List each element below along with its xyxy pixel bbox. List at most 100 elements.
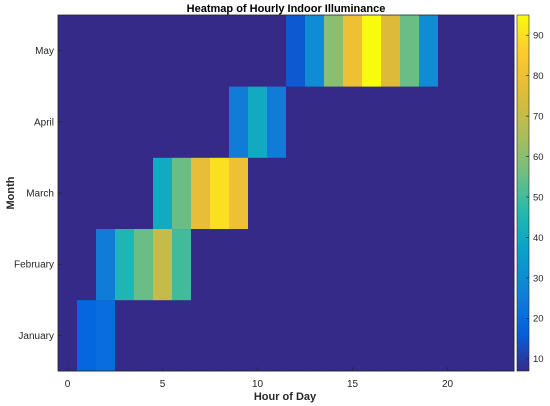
heatmap-cell bbox=[286, 15, 306, 87]
heatmap-cell bbox=[115, 86, 135, 158]
heatmap-cell bbox=[267, 15, 287, 87]
heatmap-cell bbox=[96, 299, 116, 372]
heatmap-cell bbox=[210, 86, 230, 158]
heatmap-cell bbox=[400, 299, 420, 372]
heatmap-cell bbox=[96, 228, 116, 301]
chart-title: Heatmap of Hourly Indoor Illuminance bbox=[187, 3, 386, 15]
colorbar-tick-label: 70 bbox=[533, 111, 544, 122]
heatmap-cell bbox=[58, 15, 78, 87]
heatmap-cell bbox=[210, 299, 230, 372]
heatmap-cell bbox=[495, 157, 515, 229]
heatmap-cell bbox=[419, 15, 439, 87]
heatmap-cell bbox=[172, 157, 192, 229]
heatmap-cell bbox=[362, 228, 382, 301]
heatmap-cell bbox=[457, 228, 477, 301]
heatmap-cell bbox=[153, 228, 173, 301]
heatmap-cell bbox=[248, 157, 268, 229]
heatmap-cell bbox=[476, 86, 496, 158]
heatmap-cell bbox=[191, 299, 211, 372]
heatmap-cell bbox=[305, 86, 325, 158]
heatmap-cell bbox=[343, 15, 363, 87]
colorbar-tick-label: 40 bbox=[533, 233, 544, 244]
heatmap-cell bbox=[343, 86, 363, 158]
heatmap-cell bbox=[362, 299, 382, 372]
heatmap-cell bbox=[172, 15, 192, 87]
heatmap-cell bbox=[438, 228, 458, 301]
heatmap-cell bbox=[77, 15, 97, 87]
heatmap-cell bbox=[58, 228, 78, 301]
heatmap-cell bbox=[153, 86, 173, 158]
heatmap-cells bbox=[58, 15, 515, 372]
heatmap-cell bbox=[134, 228, 154, 301]
heatmap-cell bbox=[362, 86, 382, 158]
heatmap-cell bbox=[191, 86, 211, 158]
heatmap-cell bbox=[438, 15, 458, 87]
heatmap-cell bbox=[400, 15, 420, 87]
heatmap-cell bbox=[419, 157, 439, 229]
x-tick-label: 5 bbox=[160, 379, 166, 390]
y-tick-label: February bbox=[14, 260, 54, 271]
heatmap-cell bbox=[362, 15, 382, 87]
heatmap-cell bbox=[457, 299, 477, 372]
heatmap-cell bbox=[134, 299, 154, 372]
heatmap-cell bbox=[229, 299, 249, 372]
heatmap-cell bbox=[267, 86, 287, 158]
heatmap-cell bbox=[96, 86, 116, 158]
heatmap-cell bbox=[153, 299, 173, 372]
heatmap-cell bbox=[58, 86, 78, 158]
y-axis-title: Month bbox=[5, 176, 17, 209]
heatmap-cell bbox=[172, 86, 192, 158]
heatmap-cell bbox=[115, 299, 135, 372]
colorbar-tick-label: 90 bbox=[533, 31, 544, 42]
heatmap-cell bbox=[438, 86, 458, 158]
heatmap-cell bbox=[495, 299, 515, 372]
heatmap-cell bbox=[438, 299, 458, 372]
heatmap-cell bbox=[96, 157, 116, 229]
heatmap-cell bbox=[115, 228, 135, 301]
y-tick-label: January bbox=[18, 331, 54, 342]
heatmap-cell bbox=[134, 86, 154, 158]
colorbar-tick-label: 20 bbox=[533, 314, 544, 325]
y-tick-label: May bbox=[35, 46, 54, 57]
heatmap-cell bbox=[419, 299, 439, 372]
heatmap-cell bbox=[286, 228, 306, 301]
heatmap-cell bbox=[210, 157, 230, 229]
heatmap-cell bbox=[96, 15, 116, 87]
heatmap-cell bbox=[172, 228, 192, 301]
colorbar-tick-label: 30 bbox=[533, 273, 544, 284]
heatmap-cell bbox=[305, 228, 325, 301]
heatmap-cell bbox=[248, 299, 268, 372]
colorbar bbox=[516, 14, 530, 372]
heatmap-cell bbox=[229, 86, 249, 158]
heatmap-cell bbox=[324, 299, 344, 372]
heatmap-cell bbox=[134, 15, 154, 87]
heatmap-cell bbox=[267, 299, 287, 372]
heatmap-cell bbox=[305, 15, 325, 87]
heatmap-cell bbox=[476, 228, 496, 301]
heatmap-cell bbox=[267, 157, 287, 229]
heatmap-cell bbox=[77, 228, 97, 301]
heatmap-cell bbox=[457, 15, 477, 87]
heatmap-cell bbox=[77, 86, 97, 158]
y-axis: January February March April May bbox=[14, 46, 62, 342]
heatmap-cell bbox=[115, 15, 135, 87]
heatmap-cell bbox=[210, 228, 230, 301]
heatmap-cell bbox=[229, 157, 249, 229]
colorbar-ticks: 10 20 30 40 50 60 70 80 90 bbox=[526, 31, 544, 365]
heatmap-cell bbox=[419, 86, 439, 158]
heatmap-cell bbox=[343, 157, 363, 229]
x-axis: 0 5 10 15 20 bbox=[65, 367, 453, 390]
heatmap-cell bbox=[58, 299, 78, 372]
heatmap-cell bbox=[324, 228, 344, 301]
heatmap-cell bbox=[172, 299, 192, 372]
heatmap-cell bbox=[381, 228, 401, 301]
heatmap-cell bbox=[438, 157, 458, 229]
heatmap-cell bbox=[191, 157, 211, 229]
heatmap-cell bbox=[134, 157, 154, 229]
heatmap-cell bbox=[381, 157, 401, 229]
heatmap-cell bbox=[229, 228, 249, 301]
heatmap-cell bbox=[400, 86, 420, 158]
heatmap-cell bbox=[229, 15, 249, 87]
